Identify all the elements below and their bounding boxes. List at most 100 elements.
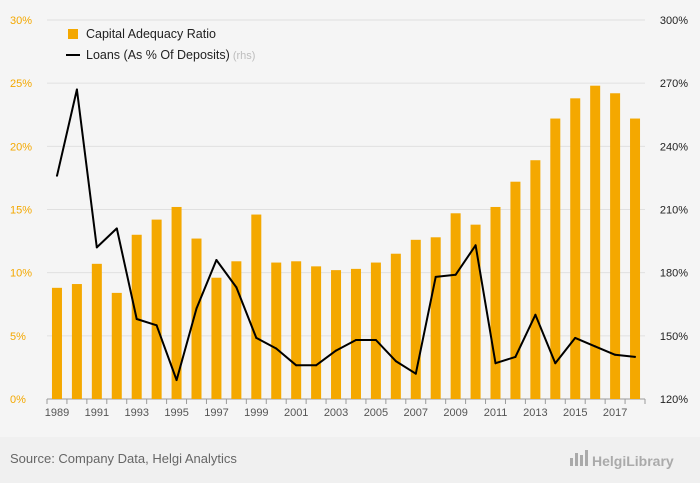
bar-series bbox=[51, 85, 641, 400]
bar bbox=[151, 219, 162, 399]
svg-text:Loans (As % Of Deposits)(rhs): Loans (As % Of Deposits) (rhs) bbox=[86, 48, 255, 62]
x-tick-label: 1989 bbox=[45, 407, 69, 419]
source-note: Source: Company Data, Helgi Analytics bbox=[10, 451, 237, 466]
legend-swatch-bar bbox=[68, 29, 78, 39]
bar bbox=[550, 118, 561, 399]
bar bbox=[231, 261, 242, 399]
bar bbox=[590, 85, 601, 400]
x-tick-label: 2013 bbox=[523, 407, 547, 419]
bar bbox=[291, 261, 302, 399]
line-point bbox=[534, 313, 537, 316]
legend-rhs-note: (rhs) bbox=[233, 50, 256, 62]
line-point bbox=[195, 307, 198, 310]
x-tick-label: 2003 bbox=[324, 407, 348, 419]
bar bbox=[111, 292, 122, 399]
line-point bbox=[514, 355, 517, 358]
y-right-tick-label: 300% bbox=[660, 15, 688, 27]
line-point bbox=[454, 273, 457, 276]
x-tick-label: 2007 bbox=[404, 407, 428, 419]
legend-label-bar: Capital Adequacy Ratio bbox=[86, 27, 216, 41]
line-point bbox=[135, 317, 138, 320]
grid-lines bbox=[47, 19, 645, 400]
line-point bbox=[494, 362, 497, 365]
x-tick-label: 2011 bbox=[484, 407, 508, 419]
line-point bbox=[335, 349, 338, 352]
line-point bbox=[255, 336, 258, 339]
legend: Capital Adequacy Ratio Loans (As % Of De… bbox=[66, 27, 255, 62]
y-right-tick-label: 240% bbox=[660, 141, 688, 153]
bar bbox=[91, 263, 102, 399]
line-point bbox=[554, 362, 557, 365]
bar bbox=[410, 239, 421, 399]
line-point bbox=[574, 336, 577, 339]
line-point bbox=[115, 227, 118, 230]
line-point bbox=[315, 364, 318, 367]
y-left-tick-label: 15% bbox=[10, 205, 32, 217]
bar bbox=[430, 237, 441, 399]
bar bbox=[311, 266, 322, 399]
logo-icon-bar3 bbox=[580, 455, 583, 466]
line-point bbox=[235, 286, 238, 289]
x-tick-label: 2001 bbox=[284, 407, 308, 419]
bar bbox=[71, 284, 82, 399]
line-point bbox=[295, 364, 298, 367]
y-left-tick-label: 25% bbox=[10, 78, 32, 90]
logo-text: HelgiLibrary bbox=[592, 453, 674, 469]
x-tick-label: 1993 bbox=[124, 407, 148, 419]
line-point bbox=[215, 259, 218, 262]
line-point bbox=[275, 347, 278, 350]
y-left-tick-label: 10% bbox=[10, 268, 32, 280]
line-point bbox=[614, 353, 617, 356]
logo-icon-bar1 bbox=[570, 458, 573, 466]
line-point bbox=[354, 339, 357, 342]
y-right-tick-label: 120% bbox=[660, 394, 688, 406]
bar bbox=[570, 98, 581, 400]
y-right-tick-label: 210% bbox=[660, 205, 688, 217]
line-point bbox=[55, 174, 58, 177]
line-point bbox=[374, 339, 377, 342]
right-axis: 120% 150% 180% 210% 240% 270% 300% bbox=[660, 15, 688, 406]
y-right-tick-label: 180% bbox=[660, 268, 688, 280]
logo-icon-bar2 bbox=[575, 453, 578, 466]
x-tick-label: 1999 bbox=[244, 407, 268, 419]
bar bbox=[211, 277, 222, 399]
bar bbox=[370, 262, 381, 399]
line-point bbox=[155, 324, 158, 327]
bar bbox=[251, 214, 262, 399]
line-point bbox=[394, 360, 397, 363]
y-left-tick-label: 5% bbox=[10, 331, 26, 343]
line-point bbox=[594, 345, 597, 348]
bar bbox=[271, 262, 282, 399]
bar bbox=[350, 268, 361, 399]
bar bbox=[610, 93, 621, 400]
x-tick-label: 2015 bbox=[563, 407, 587, 419]
line-series bbox=[55, 88, 637, 382]
left-axis: 0% 5% 10% 15% 20% 25% 30% bbox=[10, 15, 32, 406]
x-tick-label: 2017 bbox=[603, 407, 627, 419]
bar bbox=[390, 253, 401, 399]
line-point bbox=[175, 379, 178, 382]
logo-icon-bar4 bbox=[585, 450, 588, 466]
line-point bbox=[75, 88, 78, 91]
x-tick-label: 1991 bbox=[85, 407, 109, 419]
x-tick-label: 1997 bbox=[204, 407, 228, 419]
bar bbox=[450, 213, 461, 399]
x-tick-label: 1995 bbox=[164, 407, 188, 419]
bar bbox=[331, 270, 342, 399]
line-point bbox=[474, 244, 477, 247]
bar bbox=[530, 160, 541, 399]
bar bbox=[171, 206, 182, 399]
x-tick-label: 2005 bbox=[364, 407, 388, 419]
line-point bbox=[434, 275, 437, 278]
y-right-tick-label: 270% bbox=[660, 78, 688, 90]
x-tick-label: 2009 bbox=[443, 407, 467, 419]
footer-band bbox=[0, 437, 700, 483]
bar bbox=[51, 287, 62, 399]
line-point bbox=[634, 355, 637, 358]
y-left-tick-label: 0% bbox=[10, 394, 26, 406]
x-axis: 1989 1991 1993 1995 1997 1999 2001 2003 2005 2007… bbox=[45, 399, 646, 419]
helgi-logo: HelgiLibrary bbox=[570, 450, 674, 469]
bar bbox=[191, 238, 202, 399]
